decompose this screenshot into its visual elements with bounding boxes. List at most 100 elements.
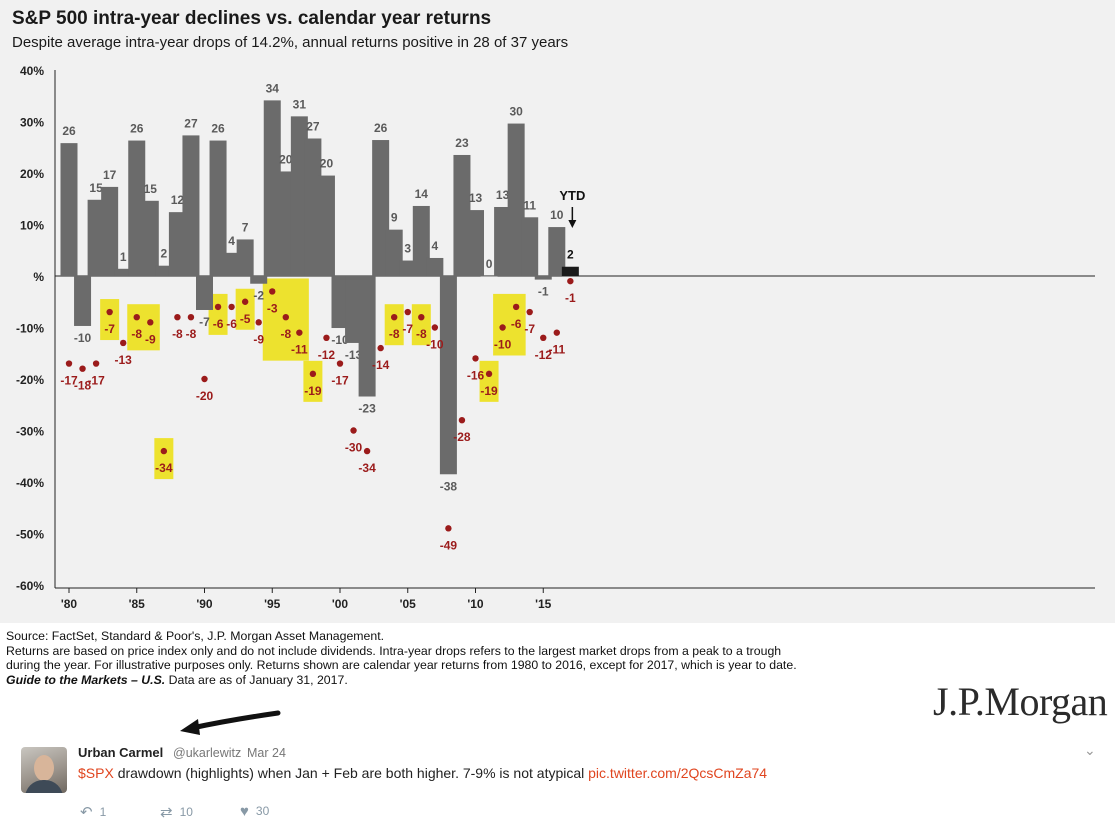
decline-dot <box>391 314 398 321</box>
decline-label: -34 <box>358 461 376 475</box>
decline-dot <box>309 370 317 378</box>
return-label: 26 <box>374 121 388 135</box>
return-label: 11 <box>523 198 536 212</box>
return-label: -7 <box>199 315 210 329</box>
return-label: -1 <box>538 285 549 299</box>
tweet-card[interactable]: Urban Carmel @ukarlewitz · Mar 24 ⌄ $SPX… <box>0 700 1115 839</box>
y-tick-label: -50% <box>16 528 44 542</box>
decline-dot <box>282 314 289 321</box>
chevron-down-icon[interactable]: ⌄ <box>1084 742 1096 758</box>
highlight-box <box>303 360 323 402</box>
x-tick-label: '00 <box>332 597 349 611</box>
decline-label: -6 <box>226 317 237 331</box>
return-bar <box>507 123 525 276</box>
return-bar <box>263 100 281 276</box>
return-label: 17 <box>103 168 117 182</box>
return-label: 26 <box>62 124 76 138</box>
decline-label: -5 <box>240 312 251 326</box>
return-bar <box>358 276 376 397</box>
highlight-box <box>384 304 404 346</box>
return-label: 26 <box>211 122 225 136</box>
decline-label: -20 <box>196 389 214 403</box>
retweet-button[interactable]: ⇄ 10 <box>160 803 193 821</box>
return-bar <box>250 276 268 284</box>
x-tick-label: '15 <box>535 597 552 611</box>
decline-dot <box>553 329 560 336</box>
return-label: 27 <box>306 119 320 133</box>
reply-icon: ↶ <box>80 804 93 821</box>
y-tick-label: 40% <box>20 64 44 78</box>
return-label: 15 <box>144 182 158 196</box>
reply-button[interactable]: ↶ 1 <box>80 803 106 821</box>
y-tick-label: % <box>33 270 44 284</box>
decline-dot <box>269 288 276 295</box>
decline-dot <box>350 427 357 434</box>
return-label: 7 <box>242 220 249 234</box>
y-tick-label: 20% <box>20 167 44 181</box>
decline-dot <box>228 303 235 311</box>
return-bar <box>141 200 159 276</box>
return-bar <box>453 154 471 276</box>
y-tick-label: -40% <box>16 476 44 490</box>
return-label: 4 <box>228 234 235 248</box>
highlight-box <box>411 304 431 346</box>
decline-dot <box>336 360 344 367</box>
decline-label: -8 <box>172 327 183 341</box>
return-label: 2 <box>161 247 168 261</box>
decline-label: -11 <box>291 343 308 357</box>
return-bar <box>467 210 484 276</box>
return-bar <box>87 199 105 276</box>
tweet-author-handle[interactable]: @ukarlewitz <box>173 746 242 760</box>
return-label: 9 <box>391 211 398 225</box>
return-label: -2 <box>253 289 264 303</box>
decline-dot <box>65 360 73 367</box>
return-bar <box>385 229 403 276</box>
tweet-separator: · <box>236 746 241 760</box>
decline-dot <box>120 339 127 347</box>
decline-dot <box>431 324 439 331</box>
return-bar <box>561 266 579 276</box>
decline-label: -12 <box>535 348 553 362</box>
media-link[interactable]: pic.twitter.com/2QcsCmZa74 <box>588 765 768 781</box>
decline-label: -9 <box>253 332 264 346</box>
reply-count: 1 <box>99 805 107 819</box>
decline-label: -10 <box>426 338 444 352</box>
source-line: Source: FactSet, Standard & Poor's, J.P.… <box>6 629 385 643</box>
highlight-box <box>154 438 174 480</box>
return-label: 23 <box>455 136 469 150</box>
return-bar <box>494 206 512 276</box>
return-bar <box>155 265 173 276</box>
return-bar <box>412 205 430 276</box>
decline-label: -8 <box>131 327 142 341</box>
decline-dot <box>92 360 100 367</box>
return-label: 10 <box>550 208 564 222</box>
decline-label: -3 <box>267 301 278 315</box>
cashtag-link[interactable]: $SPX <box>78 765 114 781</box>
return-bar <box>521 217 539 276</box>
decline-dot <box>174 314 181 321</box>
x-tick-label: '85 <box>129 597 146 611</box>
avatar[interactable] <box>21 747 67 793</box>
decline-label: -17 <box>331 374 349 388</box>
heart-icon: ♥ <box>240 803 249 820</box>
decline-dot <box>418 314 425 321</box>
highlight-box <box>493 293 526 356</box>
tweet-date[interactable]: Mar 24 <box>247 746 286 760</box>
return-label: 27 <box>184 116 198 130</box>
decline-label: -28 <box>453 430 471 444</box>
like-button[interactable]: ♥ 30 <box>240 803 269 820</box>
x-tick-label: '95 <box>264 597 281 611</box>
tweet-author-name[interactable]: Urban Carmel <box>78 745 164 760</box>
return-bar <box>304 138 322 276</box>
decline-dot <box>458 417 466 424</box>
decline-dot <box>445 525 452 532</box>
decline-dot <box>323 334 330 341</box>
x-tick-label: '05 <box>400 597 417 611</box>
return-bar <box>290 116 308 276</box>
return-bar <box>101 186 119 276</box>
decline-label: -1 <box>565 291 576 305</box>
decline-label: -19 <box>480 384 498 398</box>
return-bar <box>182 135 200 276</box>
decline-dot <box>160 447 168 455</box>
decline-label: -14 <box>372 358 390 372</box>
